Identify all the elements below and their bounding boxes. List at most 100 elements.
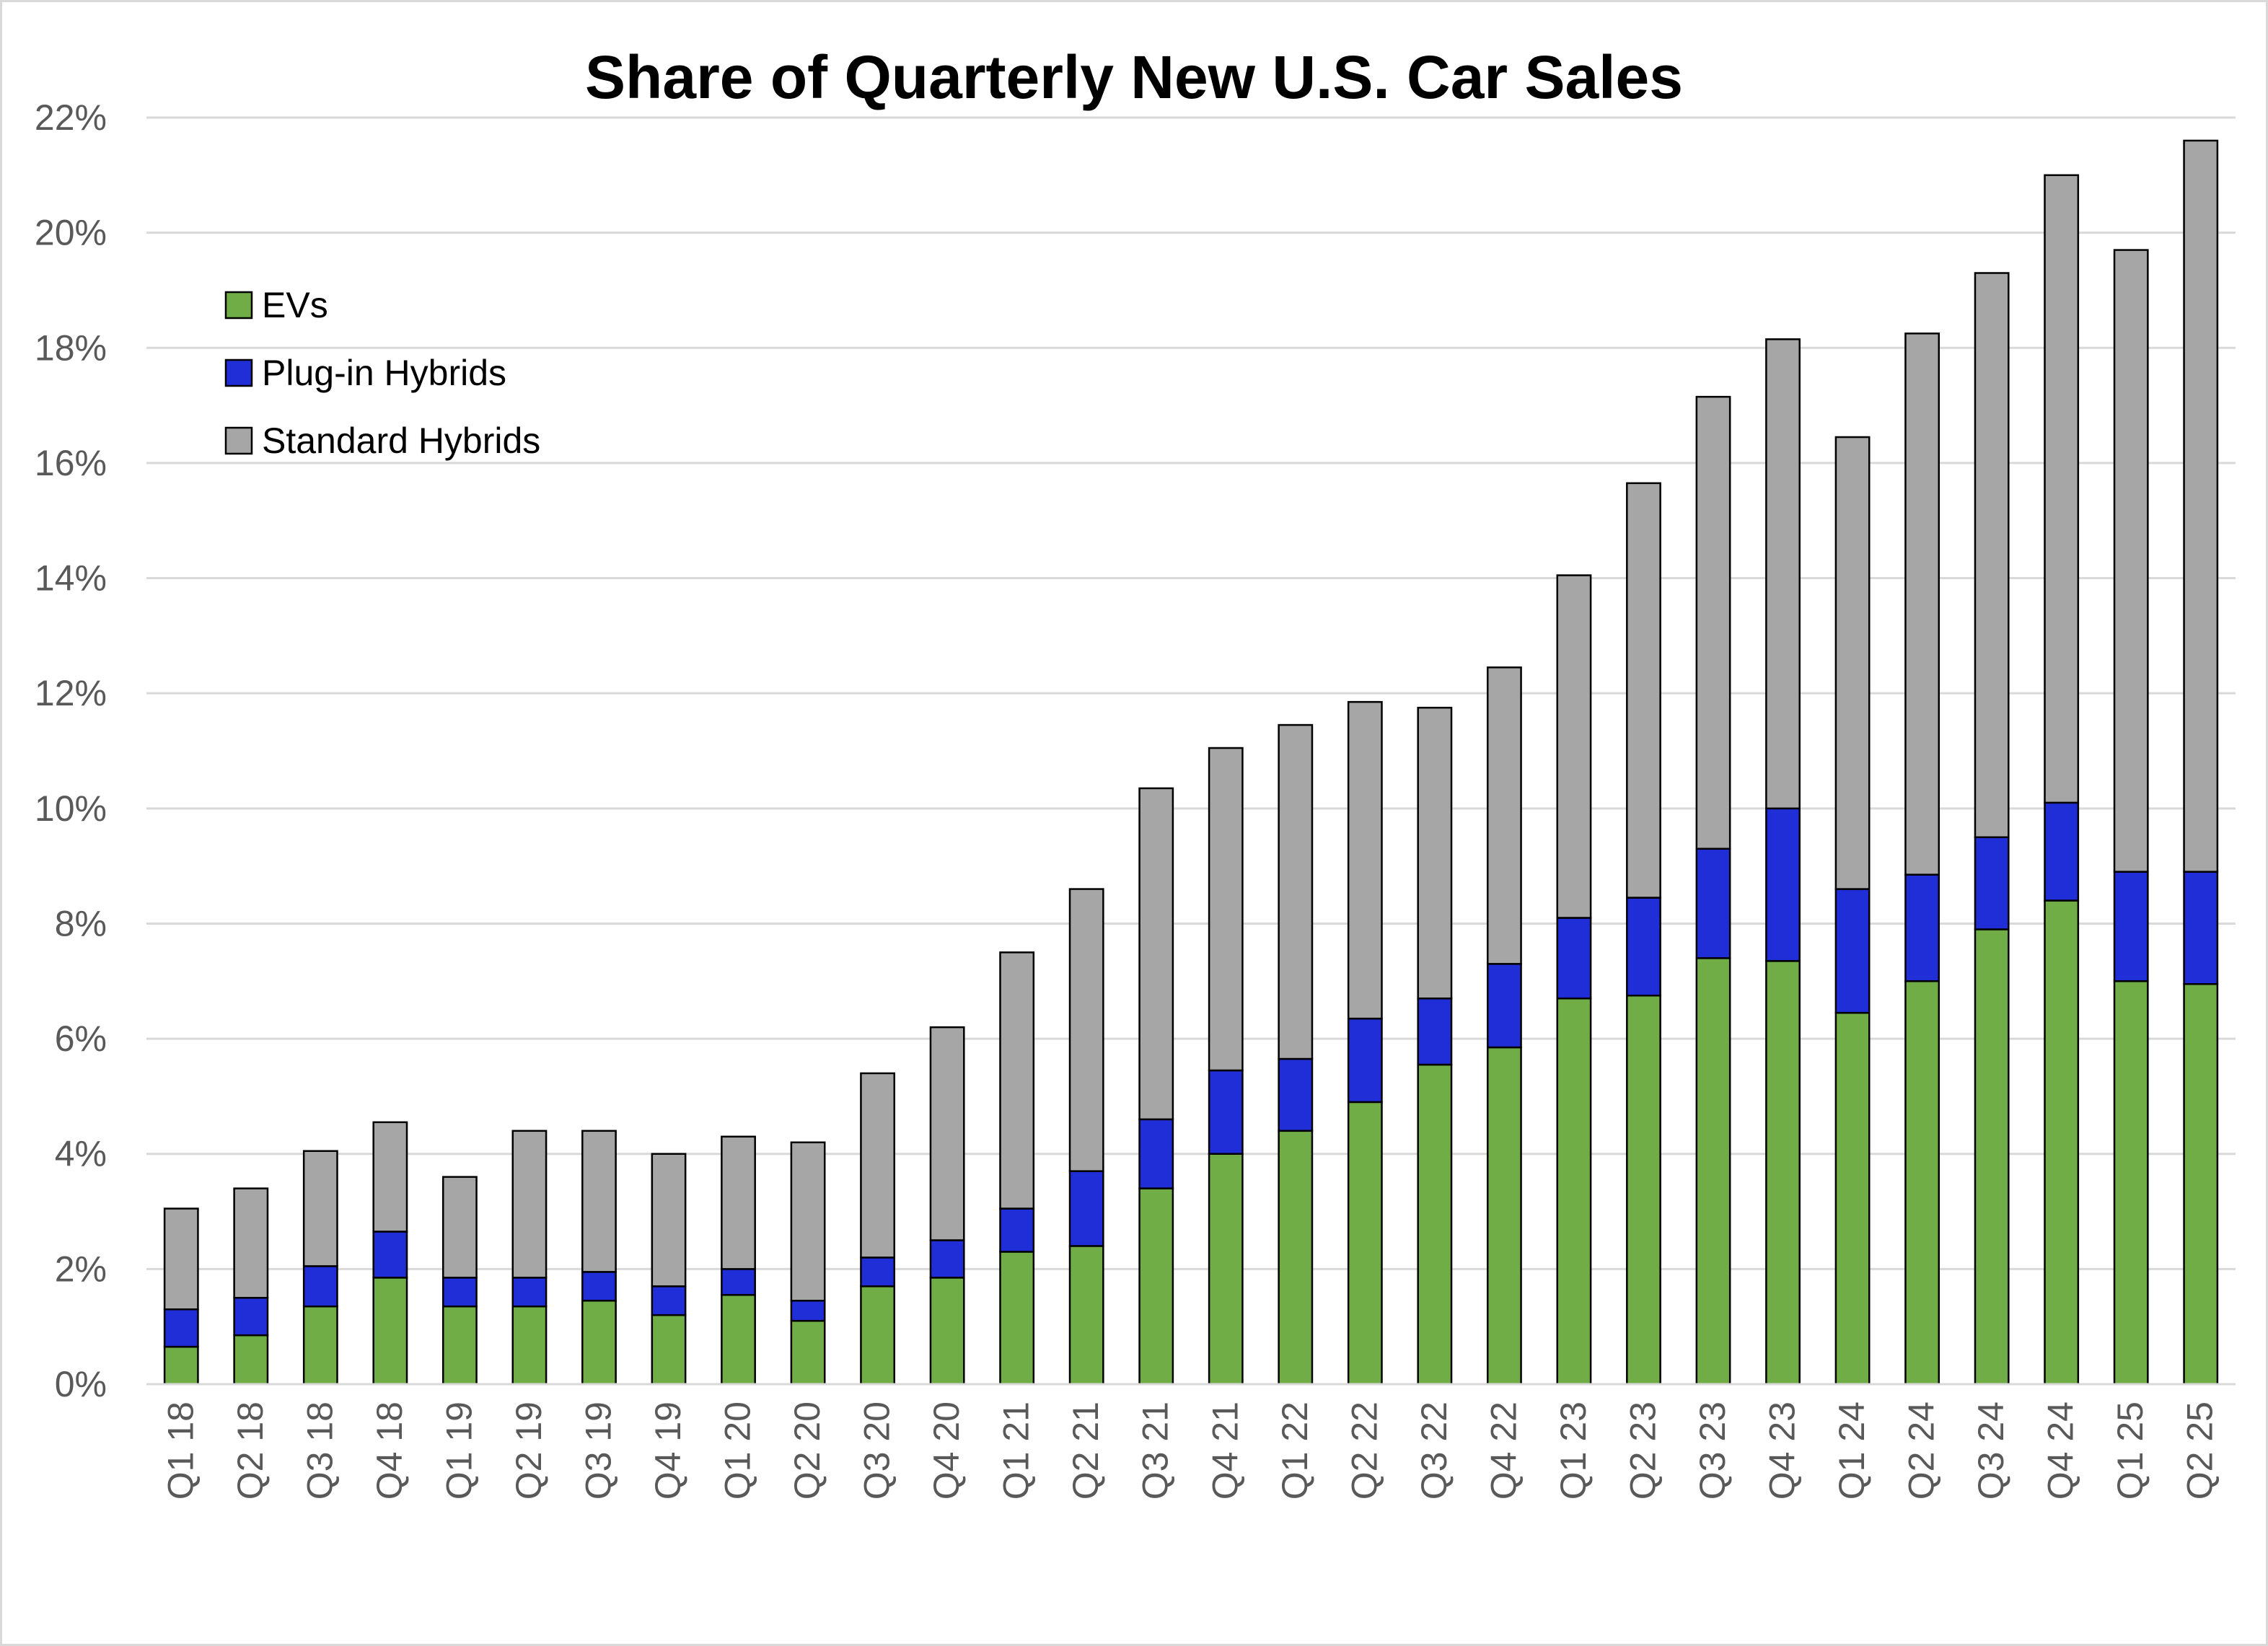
bar-segment-ev xyxy=(860,1285,896,1386)
bar-segment-plugin-hybrid xyxy=(1765,807,1801,962)
bar-segment-ev xyxy=(372,1277,408,1386)
legend-label: EVs xyxy=(262,285,328,325)
bar-segment-plugin-hybrid xyxy=(372,1231,408,1279)
x-tick-label: Q2 20 xyxy=(787,1401,827,1500)
x-tick-label: Q1 23 xyxy=(1553,1401,1594,1500)
legend-swatch xyxy=(224,358,253,387)
x-tick-label: Q2 22 xyxy=(1344,1401,1384,1500)
bar-segment-standard-hybrid xyxy=(163,1207,199,1311)
bar-segment-ev xyxy=(511,1305,548,1386)
bar-segment-plugin-hybrid xyxy=(1068,1170,1104,1247)
bar-segment-standard-hybrid xyxy=(651,1153,687,1288)
bar-segment-plugin-hybrid xyxy=(1904,873,1940,982)
bar-segment-standard-hybrid xyxy=(1765,338,1801,810)
x-tick-label: Q3 21 xyxy=(1135,1401,1176,1500)
bar-segment-standard-hybrid xyxy=(2113,249,2149,873)
y-tick-label: 16% xyxy=(35,443,107,483)
y-tick-label: 20% xyxy=(35,213,107,253)
bar-segment-ev xyxy=(2044,899,2080,1386)
bar-segment-standard-hybrid xyxy=(1417,706,1453,1000)
bar-segment-ev xyxy=(1904,980,1940,1386)
bar-segment-standard-hybrid xyxy=(999,951,1035,1210)
bar-segment-standard-hybrid xyxy=(581,1130,617,1273)
bar-segment-standard-hybrid xyxy=(860,1072,896,1259)
bar-segment-ev xyxy=(1138,1187,1174,1386)
x-tick-label: Q2 18 xyxy=(230,1401,271,1500)
y-tick-label: 4% xyxy=(55,1134,107,1174)
bar-segment-ev xyxy=(929,1277,965,1386)
x-axis-tick-labels: Q1 18 Q2 18 Q3 18 Q4 18 Q1 19 Q2 19 Q3 19 Q4 19… xyxy=(160,1401,2220,1500)
bar-segment-ev xyxy=(233,1334,269,1386)
bar-segment-ev xyxy=(1417,1063,1453,1386)
x-tick-label: Q4 24 xyxy=(2041,1401,2081,1500)
y-tick-label: 0% xyxy=(55,1364,107,1404)
bar-segment-ev xyxy=(790,1319,826,1386)
x-tick-label: Q2 19 xyxy=(509,1401,549,1500)
y-tick-label: 10% xyxy=(35,788,107,829)
y-tick-label: 2% xyxy=(55,1249,107,1289)
bar-segment-ev xyxy=(721,1294,756,1386)
y-axis-tick-labels: 0% 2% 4% 6% 8% 10% 12% 14% 16% 18% 20% 22% xyxy=(35,97,107,1404)
bar-segment-plugin-hybrid xyxy=(2044,801,2080,902)
bar-segment-ev xyxy=(581,1300,617,1386)
bar-segment-ev xyxy=(1695,957,1731,1386)
bar-segment-ev xyxy=(1974,928,2010,1386)
x-tick-label: Q3 24 xyxy=(1971,1401,2011,1500)
bar-segment-standard-hybrid xyxy=(233,1187,269,1299)
x-tick-label: Q4 21 xyxy=(1205,1401,1245,1500)
y-tick-label: 8% xyxy=(55,903,107,943)
bar-segment-standard-hybrid xyxy=(929,1026,965,1241)
bar-segment-plugin-hybrid xyxy=(721,1268,756,1296)
bar-segment-ev xyxy=(1208,1153,1244,1386)
bar-segment-ev xyxy=(1278,1130,1314,1386)
x-tick-label: Q4 20 xyxy=(926,1401,967,1500)
bar-segment-standard-hybrid xyxy=(1138,787,1174,1121)
bar-segment-standard-hybrid xyxy=(302,1150,338,1267)
bar-segment-ev xyxy=(1556,997,1592,1386)
legend-label: Standard Hybrids xyxy=(262,421,540,461)
bar-segment-ev xyxy=(1347,1101,1383,1386)
legend-swatch xyxy=(224,291,253,320)
legend-item-evs: EVs xyxy=(224,285,328,325)
x-tick-label: Q1 22 xyxy=(1275,1401,1315,1500)
bar-segment-ev xyxy=(1068,1245,1104,1386)
bar-segment-plugin-hybrid xyxy=(581,1271,617,1302)
bar-segment-standard-hybrid xyxy=(790,1141,826,1302)
bar-segment-ev xyxy=(1626,994,1661,1386)
bar-segment-plugin-hybrid xyxy=(302,1265,338,1308)
bar-segment-ev xyxy=(2113,980,2149,1386)
bar-segment-plugin-hybrid xyxy=(1208,1069,1244,1155)
x-tick-label: Q2 24 xyxy=(1902,1401,1942,1500)
bar-segment-standard-hybrid xyxy=(1695,395,1731,850)
x-tick-label: Q2 21 xyxy=(1065,1401,1106,1500)
bar-segment-standard-hybrid xyxy=(1834,436,1871,890)
bar-segment-standard-hybrid xyxy=(2183,139,2219,873)
bar-segment-ev xyxy=(1834,1011,1871,1386)
bar-segment-plugin-hybrid xyxy=(999,1207,1035,1253)
legend-swatch xyxy=(224,426,253,455)
bar-segment-plugin-hybrid xyxy=(163,1308,199,1348)
bar-segment-standard-hybrid xyxy=(1556,574,1592,919)
y-tick-label: 14% xyxy=(35,558,107,599)
bar-segment-plugin-hybrid xyxy=(651,1285,687,1316)
x-tick-label: Q1 21 xyxy=(996,1401,1037,1500)
bar-segment-plugin-hybrid xyxy=(929,1239,965,1279)
bar-segment-standard-hybrid xyxy=(721,1135,756,1270)
bar-segment-plugin-hybrid xyxy=(1138,1118,1174,1189)
x-tick-label: Q3 18 xyxy=(299,1401,340,1500)
bar-segment-ev xyxy=(2183,983,2219,1386)
bar-segment-plugin-hybrid xyxy=(1556,917,1592,1000)
bar-segment-standard-hybrid xyxy=(1904,333,1940,876)
bar-segment-standard-hybrid xyxy=(1278,723,1314,1060)
y-tick-label: 22% xyxy=(35,97,107,138)
bar-segment-plugin-hybrid xyxy=(1626,897,1661,997)
legend-item-plugin-hybrids: Plug-in Hybrids xyxy=(224,353,506,393)
y-tick-label: 6% xyxy=(55,1018,107,1059)
x-tick-label: Q4 22 xyxy=(1483,1401,1524,1500)
bar-segment-plugin-hybrid xyxy=(1834,888,1871,1014)
bar-segment-plugin-hybrid xyxy=(233,1297,269,1337)
x-tick-label: Q4 19 xyxy=(648,1401,688,1500)
legend: EVs Plug-in Hybrids Standard Hybrids xyxy=(224,285,540,461)
